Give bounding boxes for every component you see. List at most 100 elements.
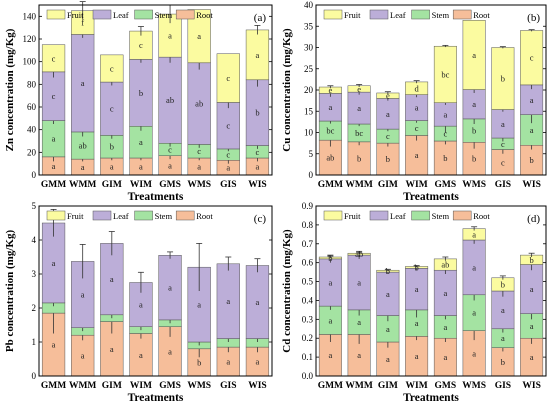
- significance-letter-fruit-wis: c: [530, 53, 534, 63]
- x-tick-label-wis: WIS: [248, 180, 266, 190]
- y-tick-label: 0.6: [302, 258, 314, 268]
- panel-label: (a): [254, 12, 267, 24]
- significance-letter-stem-gmm: a: [328, 315, 332, 325]
- significance-letter-root-gis: a: [226, 163, 230, 173]
- x-tick-label-wms: WMS: [462, 381, 486, 391]
- significance-letter-stem-gis: c: [501, 139, 505, 149]
- bar-segment-fruit-gis: [216, 53, 240, 103]
- significance-letter-fruit-wmm: f: [81, 18, 84, 28]
- significance-letter-leaf-wis: a: [530, 284, 534, 294]
- significance-letter-leaf-wis: a: [256, 297, 260, 307]
- significance-letter-leaf-wmm: a: [81, 78, 85, 88]
- x-tick-label-gis: GIS: [495, 180, 511, 190]
- x-axis-label: Treatments: [128, 191, 184, 203]
- significance-letter-root-gms: a: [168, 346, 172, 356]
- legend-label-fruit: Fruit: [344, 10, 361, 20]
- legend-swatch-leaf: [92, 9, 112, 20]
- legend-label-root: Root: [196, 10, 213, 20]
- significance-letter-root-gis: c: [501, 157, 505, 167]
- plot-frame: [315, 205, 547, 377]
- y-tick-label: 4: [32, 235, 37, 245]
- significance-letter-leaf-gim: a: [386, 109, 390, 119]
- legend-swatch-fruit: [46, 210, 66, 221]
- x-tick-label-gim: GIM: [102, 381, 122, 391]
- y-tick-label: 140: [23, 11, 37, 21]
- significance-letter-fruit-wmm: e: [357, 84, 361, 94]
- chart-panel-4: aaabGMMaaaabWMMaaabGIMaaabWIMaaaabGMSaaa…: [281, 201, 547, 404]
- significance-letter-root-gim: a: [110, 162, 114, 172]
- significance-letter-leaf-wis: b: [255, 108, 259, 118]
- y-tick-label: 3: [32, 269, 37, 279]
- significance-letter-root-wms: b: [472, 154, 476, 164]
- significance-letter-fruit-gis: c: [226, 73, 230, 83]
- x-tick-label-gim: GIM: [378, 381, 398, 391]
- significance-letter-fruit-gms: a: [168, 31, 172, 41]
- significance-letter-leaf-wim: a: [415, 284, 419, 294]
- significance-letter-leaf-gmm: a: [52, 258, 56, 268]
- significance-letter-leaf-gms: a: [443, 109, 447, 119]
- x-tick-label-wmm: WMM: [69, 381, 96, 391]
- y-tick-label: 0.5: [302, 277, 314, 287]
- legend-label-leaf: Leaf: [113, 211, 129, 221]
- significance-letter-leaf-gis: a: [501, 305, 505, 315]
- significance-letter-leaf-wmm: a: [357, 103, 361, 113]
- significance-letter-fruit-wms: a: [472, 229, 476, 239]
- significance-letter-root-wms: a: [197, 162, 201, 172]
- y-tick-label: 0.4: [302, 295, 314, 305]
- significance-letter-stem-wms: b: [472, 126, 476, 136]
- y-tick-label: 80: [27, 79, 37, 89]
- legend-swatch-leaf: [92, 210, 112, 221]
- significance-letter-leaf-wim: a: [139, 300, 143, 310]
- y-tick-label: 100: [23, 57, 37, 67]
- x-tick-label-wms: WMS: [462, 180, 486, 190]
- legend-label-stem: Stem: [432, 10, 450, 20]
- y-tick-label: 15: [304, 106, 314, 116]
- legend-label-stem: Stem: [155, 10, 173, 20]
- x-axis-label: Treatments: [403, 191, 459, 203]
- x-tick-label-wis: WIS: [248, 381, 266, 391]
- x-axis-label: Treatments: [403, 392, 459, 404]
- y-tick-label: 1: [32, 337, 37, 347]
- panel-label: (d): [527, 213, 540, 225]
- significance-letter-leaf-wis: a: [530, 95, 534, 105]
- legend-label-root: Root: [196, 211, 213, 221]
- x-tick-label-gmm: GMM: [41, 381, 66, 391]
- legend-label-stem: Stem: [155, 211, 173, 221]
- legend-swatch-stem: [411, 210, 430, 221]
- significance-letter-leaf-gms: a: [168, 283, 172, 293]
- legend-swatch-stem: [134, 9, 153, 20]
- significance-letter-root-wms: a: [472, 348, 476, 358]
- y-tick-label: 30: [304, 43, 314, 53]
- significance-letter-fruit-gis: b: [501, 279, 505, 289]
- x-tick-label-gim: GIM: [378, 180, 398, 190]
- y-tick-label: 0: [32, 170, 37, 180]
- x-tick-label-wmm: WMM: [345, 180, 372, 190]
- significance-letter-leaf-gim: a: [110, 274, 114, 284]
- significance-letter-fruit-gmm: b: [328, 253, 332, 263]
- legend-swatch-root: [452, 210, 472, 221]
- x-axis-label: Treatments: [128, 392, 184, 404]
- y-tick-label: 0.3: [302, 314, 314, 324]
- significance-letter-leaf-wmm: a: [357, 278, 361, 288]
- significance-letter-fruit-wis: a: [256, 50, 260, 60]
- significance-letter-root-wis: a: [256, 357, 260, 367]
- significance-letter-root-gis: a: [226, 357, 230, 367]
- significance-letter-fruit-wim: b: [415, 262, 419, 272]
- x-tick-label-gmm: GMM: [318, 381, 343, 391]
- y-tick-label: 0: [32, 371, 37, 381]
- y-axis-label: Pb concentration (mg/Kg): [4, 230, 16, 353]
- y-axis-label: Cu concentration (mg/Kg): [281, 28, 293, 152]
- y-tick-label: 0.1: [302, 352, 313, 362]
- significance-letter-fruit-gmm: e: [328, 85, 332, 95]
- significance-letter-root-wmm: b: [357, 153, 361, 163]
- y-axis-label: Zn concentration (mg/Kg): [4, 28, 16, 151]
- legend-swatch-stem: [411, 9, 430, 20]
- significance-letter-root-gmm: a: [52, 161, 56, 171]
- x-tick-label-wmm: WMM: [345, 381, 372, 391]
- x-tick-label-gms: GMS: [159, 180, 181, 190]
- significance-letter-root-gms: a: [443, 352, 447, 362]
- y-tick-label: 60: [27, 102, 37, 112]
- legend-label-leaf: Leaf: [390, 10, 406, 20]
- y-tick-label: 5: [32, 201, 37, 211]
